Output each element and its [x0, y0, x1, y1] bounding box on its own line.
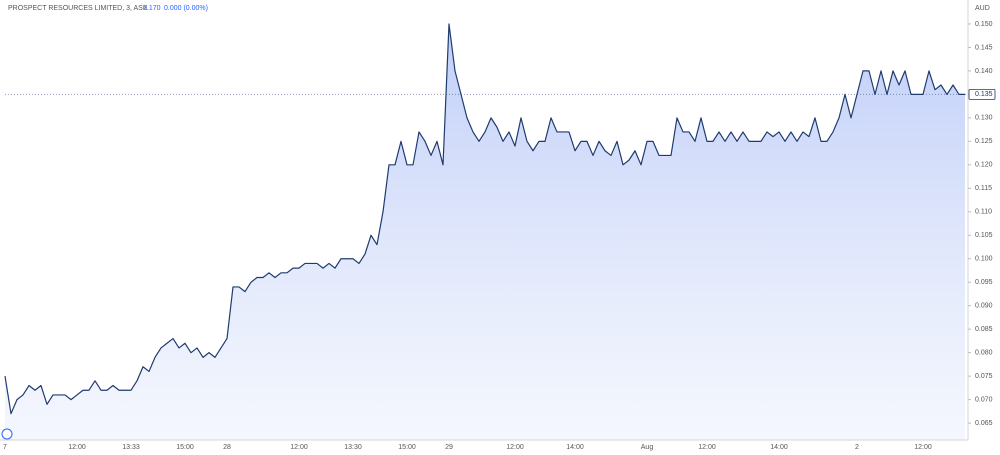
x-tick-label: 13:33 [122, 444, 140, 451]
x-tick-label: 12:00 [506, 444, 524, 451]
last-price-box [968, 88, 996, 100]
change: 0.000 (0.00%) [164, 5, 208, 12]
y-tick-label: 0.090 [975, 303, 993, 310]
x-tick-label: 2 [855, 444, 859, 451]
y-tick-label: 0.075 [975, 373, 993, 380]
x-tick-label: 15:00 [398, 444, 416, 451]
x-tick-label: 12:00 [914, 444, 932, 451]
x-tick-label: 12:00 [68, 444, 86, 451]
y-tick-label: 0.110 [975, 209, 992, 216]
price-line [4, 23, 965, 415]
y-tick-label: 0.120 [975, 162, 993, 169]
y-tick-label: 0.100 [975, 256, 993, 263]
y-tick-label: 0.150 [975, 21, 993, 28]
y-tick-label: 0.130 [975, 115, 993, 122]
logo-icon[interactable] [1, 428, 13, 440]
y-tick-label: 0.140 [975, 68, 993, 75]
x-tick-label: 29 [445, 444, 453, 451]
x-tick-label: 12:00 [698, 444, 716, 451]
y-tick-label: 0.125 [975, 138, 993, 145]
x-tick-label: 13:30 [344, 444, 362, 451]
x-tick-label: 15:00 [176, 444, 194, 451]
x-tick-label: 28 [223, 444, 231, 451]
y-axis-unit: AUD [975, 5, 990, 12]
y-tick-label: 0.080 [975, 350, 993, 357]
x-tick-label: Aug [641, 444, 654, 451]
chart-title: PROSPECT RESOURCES LIMITED, 3, ASX [8, 5, 148, 12]
last-price-label: 0.135 [975, 91, 993, 98]
y-tick-label: 0.145 [975, 44, 993, 51]
quote: 0.170 [143, 5, 161, 12]
area-fill [5, 23, 965, 440]
y-tick-label: 0.105 [975, 232, 993, 239]
y-tick-label: 0.115 [975, 185, 992, 192]
y-tick-label: 0.095 [975, 279, 993, 286]
y-tick-label: 0.085 [975, 326, 993, 333]
x-tick-label: 14:00 [770, 444, 788, 451]
plot-area [4, 23, 968, 440]
x-tick-label: 12:00 [290, 444, 308, 451]
y-tick-label: 0.070 [975, 396, 993, 403]
y-tick-label: 0.065 [975, 420, 993, 427]
x-tick-label: 14:00 [566, 444, 584, 451]
x-tick-label: 7 [3, 444, 7, 451]
